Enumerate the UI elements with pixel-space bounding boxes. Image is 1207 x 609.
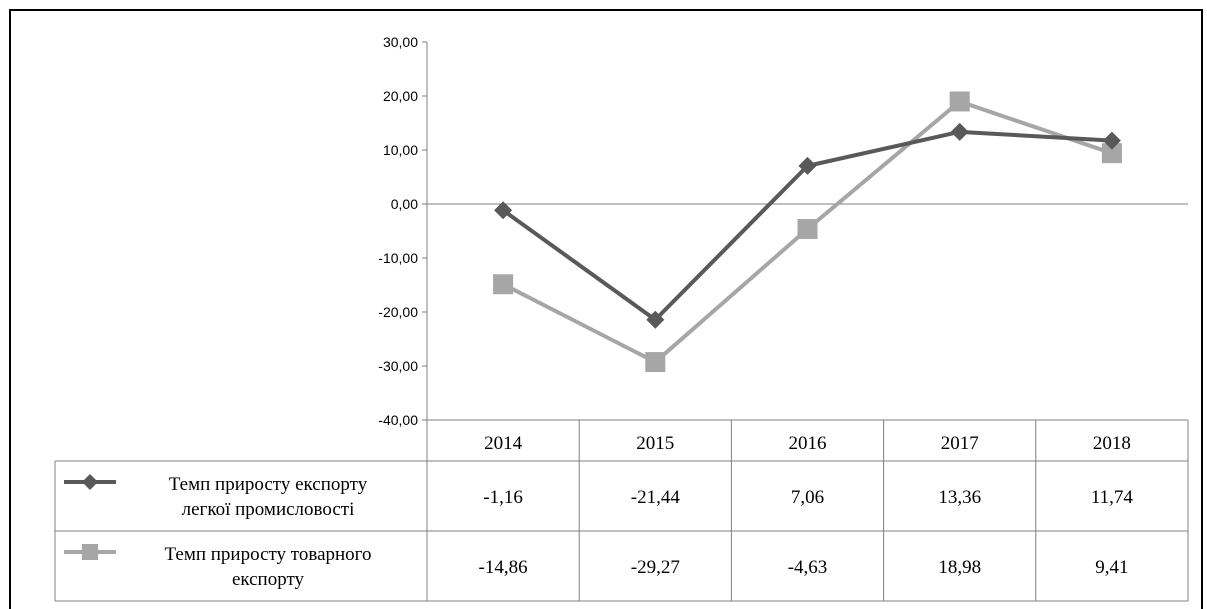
data-table: Темп приросту експорту легкої промисловос… xyxy=(64,474,1133,590)
y-tick-label: -30,00 xyxy=(378,358,418,374)
series-2-point-2018 xyxy=(1101,143,1122,164)
legend-label-line: Темп приросту експорту xyxy=(169,474,368,495)
series-2-point-2016 xyxy=(797,219,818,240)
y-tick-label: -10,00 xyxy=(378,250,418,266)
chart-frame xyxy=(9,9,1203,609)
y-tick-label: 20,00 xyxy=(383,88,418,104)
series-2-point-2014 xyxy=(493,274,514,295)
data-label-1-2018: 11,74 xyxy=(1091,487,1134,508)
legend-label-line: Темп приросту товарного xyxy=(165,544,372,565)
series-2-point-2017 xyxy=(949,91,970,112)
series-1-point-2015 xyxy=(646,310,665,329)
data-label-1-2014: -1,16 xyxy=(483,487,523,508)
category-label-2015: 2015 xyxy=(636,433,674,454)
legend-label-2: Темп приросту товарного експорту xyxy=(165,544,372,590)
y-tick-label: 30,00 xyxy=(383,34,418,50)
legend-label-line: експорту xyxy=(232,569,305,590)
series-1-point-2016 xyxy=(798,156,817,175)
series-1-point-2018 xyxy=(1102,131,1121,150)
y-tick-label: 10,00 xyxy=(383,142,418,158)
category-labels: 2014 2015 2016 2017 2018 xyxy=(484,433,1131,454)
category-label-2018: 2018 xyxy=(1093,433,1131,454)
data-label-2-2018: 9,41 xyxy=(1095,557,1128,578)
y-tick-label: -40,00 xyxy=(378,412,418,428)
data-label-1-2016: 7,06 xyxy=(791,487,824,508)
series-1-point-2014 xyxy=(494,201,513,220)
category-label-2017: 2017 xyxy=(941,433,979,454)
legend-key-marker-1 xyxy=(82,474,98,490)
category-label-2014: 2014 xyxy=(484,433,523,454)
data-label-2-2014: -14,86 xyxy=(479,557,528,578)
data-table-grid xyxy=(54,419,1189,602)
series-1-point-2017 xyxy=(950,122,969,141)
legend-key-marker-2 xyxy=(82,544,98,560)
data-label-2-2016: -4,63 xyxy=(788,557,828,578)
y-tick-label: -20,00 xyxy=(378,304,418,320)
data-label-2-2015: -29,27 xyxy=(631,557,680,578)
legend-label-1: Темп приросту експорту легкої промисловос… xyxy=(169,474,368,520)
series-2-point-2015 xyxy=(645,352,666,373)
category-label-2016: 2016 xyxy=(789,433,827,454)
data-label-2-2017: 18,98 xyxy=(938,557,981,578)
y-axis: 30,00 20,00 10,00 0,00 -10,00 -20,00 -30,00 -40… xyxy=(378,34,1188,428)
y-tick-label: 0,00 xyxy=(391,196,418,212)
series-lines xyxy=(493,91,1122,373)
data-label-1-2015: -21,44 xyxy=(631,487,681,508)
data-label-1-2017: 13,36 xyxy=(938,487,981,508)
legend-label-line: легкої промисловості xyxy=(182,499,355,520)
